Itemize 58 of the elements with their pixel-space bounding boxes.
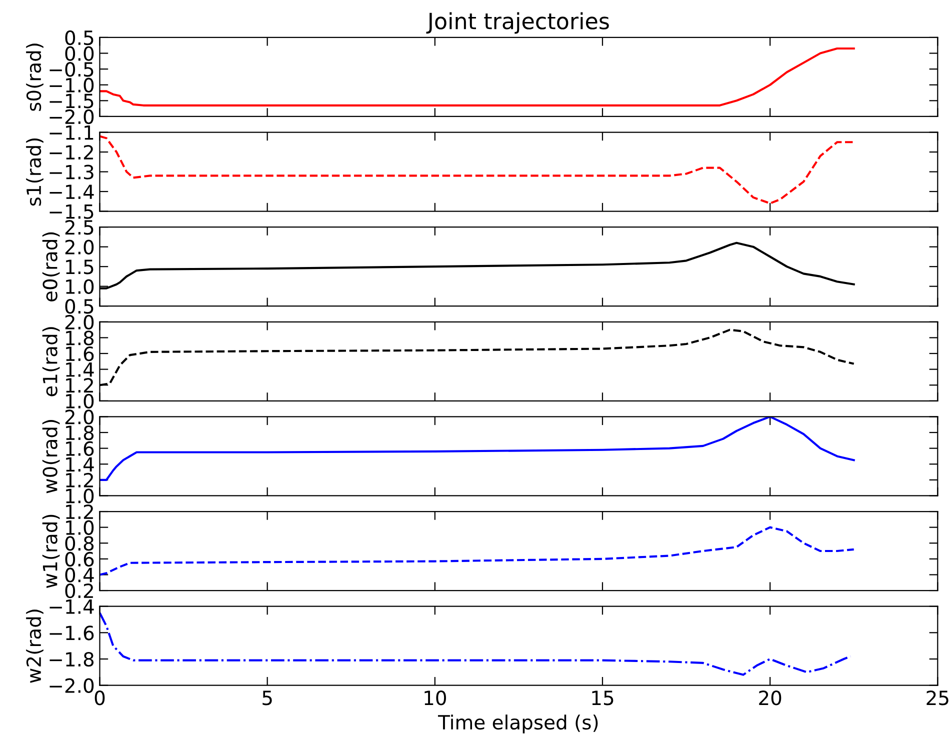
y-tick-label: 1.0 [66,520,94,535]
y-tick-label: −1.4 [50,184,94,199]
line-series [100,135,855,204]
y-axis-title: e1(rad) [42,327,60,396]
y-tick-label: 1.6 [66,346,94,362]
x-tick-label: 5 [262,690,272,706]
y-tick-label: −1.5 [50,204,94,219]
y-tick-label: 1.8 [66,425,94,440]
y-axis-title: s1(rad) [26,138,44,206]
y-tick-label: 1.8 [66,330,94,346]
line-series [100,416,855,481]
y-tick-label: −1.6 [50,626,94,640]
y-tick-label: 0.4 [65,568,94,582]
y-axis-title: s0(rad) [26,44,44,111]
line-series [100,612,852,676]
y-tick-label: 1.4 [66,362,94,377]
y-tick-label: 0.2 [65,583,93,598]
y-tick-label: 0.5 [65,30,94,46]
y-axis-title: w0(rad) [42,420,60,494]
y-tick-label: 1.6 [66,441,94,456]
x-tick-label: 10 [424,690,446,706]
y-tick-label: 1.5 [66,260,94,274]
y-tick-label: 1.2 [66,378,93,392]
y-tick-label: 0.8 [65,536,94,551]
y-tick-label: 1.4 [66,457,94,472]
line-series [100,526,855,576]
y-tick-label: −1.2 [50,144,93,160]
y-tick-label: 0.0 [65,46,94,61]
y-tick-label: −1.8 [50,652,94,667]
y-tick-label: −2.0 [50,678,94,693]
y-tick-label: 1.0 [66,279,94,294]
y-tick-label: −1.4 [50,600,94,614]
y-tick-label: 2.0 [65,240,94,254]
y-tick-label: 0.6 [65,552,94,567]
y-tick-label: −2.0 [50,109,94,124]
y-tick-label: 1.0 [66,394,94,409]
y-tick-label: 0.5 [65,299,94,314]
y-tick-label: −1.1 [50,125,94,140]
x-tick-label: 15 [592,690,614,706]
y-axis-title: w1(rad) [42,514,60,588]
y-tick-label: 2.0 [65,410,94,424]
y-tick-label: −1.5 [50,94,94,108]
y-tick-label: −1.0 [50,78,94,93]
y-tick-label: 2.5 [65,220,94,235]
y-tick-label: 1.0 [66,488,94,504]
y-axis-title: e0(rad) [42,232,60,302]
line-series [100,47,855,106]
y-tick-label: 1.2 [66,472,93,488]
y-tick-label: −0.5 [50,62,94,77]
y-tick-label: −1.3 [50,164,94,180]
y-axis-title: w2(rad) [26,610,44,683]
x-tick-label: 0 [94,690,105,706]
x-tick-label: 25 [926,690,948,706]
y-tick-label: 1.2 [66,504,93,519]
x-tick-label: 20 [759,690,782,706]
y-tick-label: 2.0 [65,314,94,330]
x-axis-title: Time elapsed (s) [438,714,598,734]
chart-title: Joint trajectories [426,12,609,34]
